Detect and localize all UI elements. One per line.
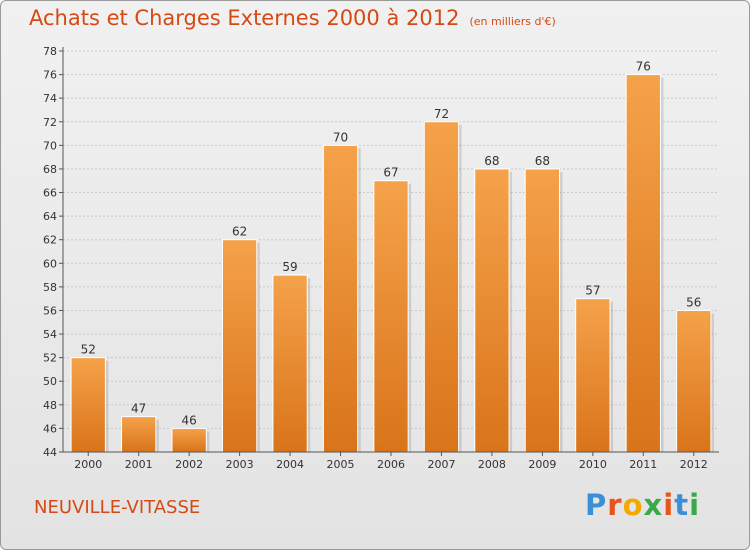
data-label: 68	[484, 154, 499, 168]
data-label: 59	[282, 260, 297, 274]
bar-2009[interactable]	[524, 168, 561, 453]
bars: 52 47 46 62 59 70 67 72 68 68 57 76 56	[70, 60, 714, 453]
logo-letter: i	[689, 488, 701, 522]
x-tick-label: 2004	[276, 458, 304, 471]
bar-2006[interactable]	[373, 180, 409, 453]
logo-letter: x	[643, 488, 664, 522]
data-label: 72	[434, 107, 449, 121]
data-label: 76	[636, 60, 651, 74]
y-tick-label: 56	[43, 304, 57, 317]
x-tick-label: 2012	[680, 458, 708, 471]
y-tick-label: 60	[43, 257, 57, 270]
y-tick-label: 66	[43, 187, 57, 200]
data-label: 62	[232, 225, 247, 239]
bar-2010[interactable]	[575, 298, 611, 453]
bar-2002[interactable]	[171, 427, 207, 453]
data-label: 57	[585, 284, 600, 298]
chart-title-text: Achats et Charges Externes 2000 à 2012	[29, 6, 460, 30]
y-tick-label: 46	[43, 422, 57, 435]
bar-2011[interactable]	[625, 74, 661, 453]
x-tick-label: 2008	[478, 458, 506, 471]
y-tick-label: 76	[43, 69, 57, 82]
x-tick-label: 2011	[629, 458, 657, 471]
y-tick-label: 68	[43, 163, 57, 176]
bar-2007[interactable]	[423, 121, 460, 453]
x-tick-label: 2010	[579, 458, 607, 471]
logo-letter: r	[607, 488, 623, 522]
bar-2004[interactable]	[272, 274, 308, 453]
bar-2003[interactable]	[221, 239, 258, 453]
x-tick-label: 2007	[427, 458, 455, 471]
x-tick-label: 2002	[175, 458, 203, 471]
bar-2005[interactable]	[322, 144, 359, 453]
logo-letter: o	[622, 488, 644, 522]
chart-unit: (en milliers d'€)	[469, 15, 556, 28]
x-tick-label: 2003	[226, 458, 254, 471]
commune-name: NEUVILLE-VITASSE	[34, 497, 201, 518]
data-label: 56	[686, 295, 701, 309]
y-tick-label: 48	[43, 399, 57, 412]
y-tick-label: 50	[43, 375, 57, 388]
x-axis: 2000 2001 2002 2003 2004 2005 2006 2007 2008 2009…	[63, 451, 719, 471]
y-tick-label: 78	[43, 45, 57, 58]
y-tick-label: 64	[43, 210, 57, 223]
data-label: 47	[131, 402, 146, 416]
data-label: 68	[535, 154, 550, 168]
y-tick-label: 72	[43, 116, 57, 129]
bar-2000[interactable]	[70, 357, 106, 453]
logo-letter: P	[585, 488, 608, 522]
y-tick-label: 74	[43, 92, 57, 105]
y-tick-label: 44	[43, 446, 57, 459]
y-tick-label: 52	[43, 352, 57, 365]
bar-2001[interactable]	[121, 416, 157, 453]
x-tick-label: 2000	[74, 458, 102, 471]
x-tick-label: 2001	[125, 458, 153, 471]
data-label: 67	[383, 166, 398, 180]
x-tick-label: 2009	[528, 458, 556, 471]
y-tick-label: 54	[43, 328, 57, 341]
data-label: 52	[81, 343, 96, 357]
chart-title: Achats et Charges Externes 2000 à 2012 (e…	[29, 6, 556, 30]
bar-2008[interactable]	[474, 168, 510, 453]
data-label: 46	[182, 413, 197, 427]
y-tick-label: 62	[43, 234, 57, 247]
proxiti-logo[interactable]: Proxiti	[585, 488, 700, 522]
logo-letter: t	[674, 488, 690, 522]
y-tick-label: 58	[43, 281, 57, 294]
y-tick-label: 70	[43, 139, 57, 152]
bar-2012[interactable]	[676, 309, 712, 453]
y-axis: 44 46 48 50 52 54 56 58 60 62 64 66 68 70 72 74 76 78	[43, 45, 64, 459]
x-tick-label: 2006	[377, 458, 405, 471]
logo-letter: i	[663, 488, 675, 522]
x-tick-label: 2005	[327, 458, 355, 471]
data-label: 70	[333, 130, 348, 144]
